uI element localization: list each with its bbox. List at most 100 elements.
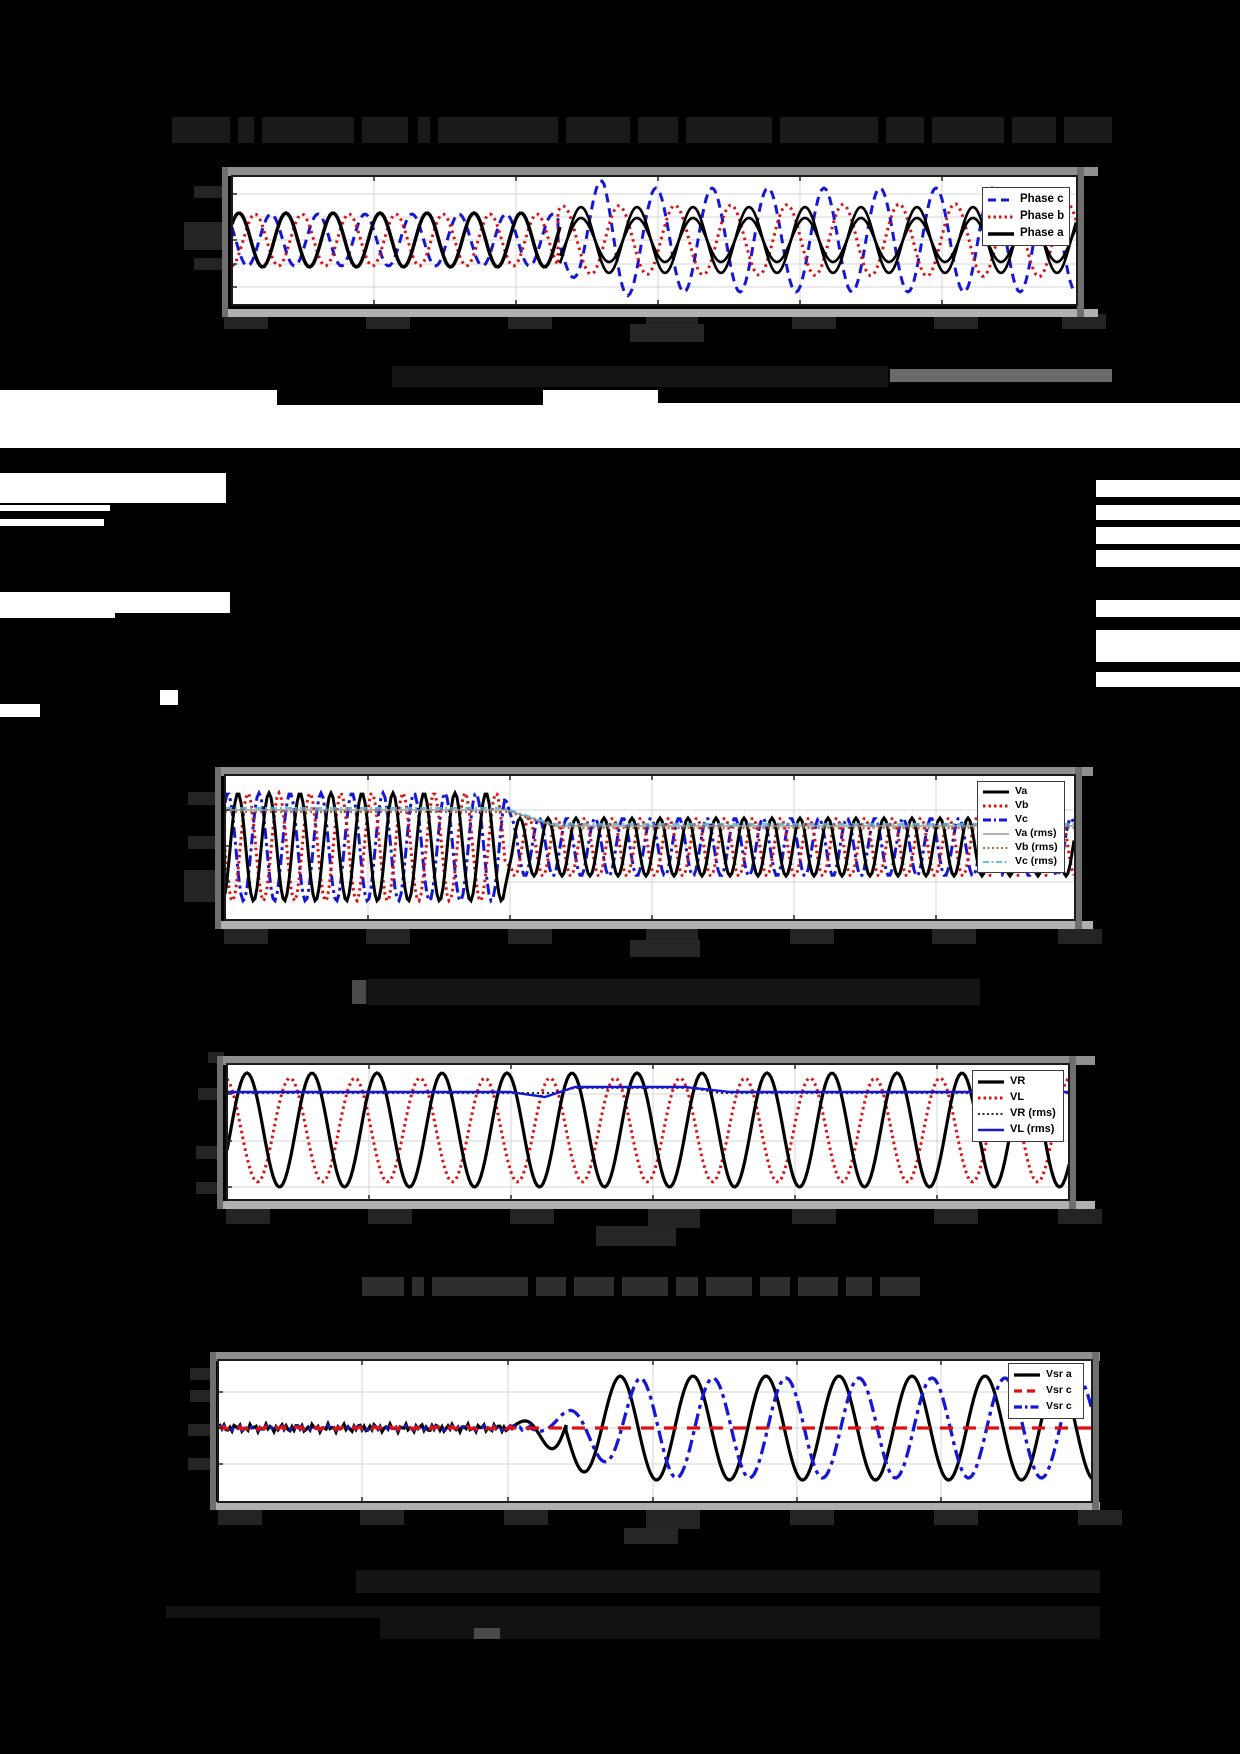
heading-text-ghost [362, 117, 408, 143]
ytick-label-ghost [190, 1390, 216, 1402]
heading-text-ghost [886, 117, 924, 143]
series-phase-c [232, 179, 1077, 298]
legend-chart-1: Phase c Phase b Phase a [982, 187, 1071, 246]
figure3-caption-ghost [760, 1277, 790, 1296]
white-line-gap [1096, 672, 1240, 687]
heading-text-ghost [1012, 117, 1056, 143]
figure3-caption-ghost [362, 1277, 404, 1296]
legend-line-swatch [983, 833, 1009, 835]
heading-text-ghost [932, 117, 1004, 143]
series-vr [227, 1071, 1069, 1189]
xaxis-label-ghost [630, 324, 704, 342]
white-line-gap [1096, 505, 1240, 520]
legend-label: Va (rms) [1015, 827, 1057, 840]
white-line-gap [0, 704, 40, 717]
legend-line-swatch [1014, 1373, 1040, 1377]
legend-label: Phase a [1020, 227, 1064, 240]
legend-label: Vb [1015, 799, 1029, 812]
legend-label: Vsr a [1046, 1368, 1072, 1381]
legend-line-swatch [983, 861, 1009, 863]
figure1-caption-ghost-gray [890, 369, 1112, 382]
legend-label: Vsr c [1046, 1384, 1072, 1397]
xtick-label-ghost [934, 314, 978, 329]
figure3-caption-ghost [880, 1277, 920, 1296]
xtick-label-ghost [224, 314, 268, 329]
series-phase-b [232, 201, 1077, 279]
waveform-figure-1 [222, 167, 1098, 317]
xtick-label-ghost [368, 1209, 412, 1224]
legend-label: Vc (rms) [1015, 855, 1058, 868]
legend-label: Phase c [1020, 193, 1064, 206]
series-vl [227, 1076, 1069, 1184]
legend-label: Phase b [1020, 210, 1065, 223]
xtick-label-ghost [360, 1510, 404, 1525]
xtick-label-ghost [646, 1510, 700, 1529]
figure2-caption-ghost [366, 979, 980, 1005]
white-line-gap [0, 505, 110, 511]
text-line-bar [658, 390, 1240, 403]
xtick-label-ghost [934, 1510, 978, 1525]
xtick-label-ghost [790, 1510, 834, 1525]
xtick-label-ghost [366, 314, 410, 329]
xtick-label-ghost [510, 1209, 554, 1224]
legend-item: Phase c [987, 191, 1064, 208]
white-line-gap [1096, 600, 1240, 617]
figure3-caption-ghost [676, 1277, 698, 1296]
series-vsr-c-blue [218, 1376, 1092, 1480]
series-phase-a [232, 211, 562, 269]
waveform-figure-4 [210, 1352, 1100, 1510]
heading-text-ghost [438, 117, 558, 143]
chart-canvas-4 [210, 1352, 1100, 1510]
legend-chart-4: Vsr a Vsr c Vsr c [1008, 1363, 1084, 1419]
white-line-gap [0, 613, 115, 618]
chart-canvas-1 [222, 167, 1098, 317]
legend-label: Vb (rms) [1015, 841, 1058, 854]
xtick-label-ghost [792, 314, 836, 329]
series-vb-rms [225, 811, 1074, 829]
xtick-label-ghost [1058, 929, 1102, 944]
figure2-caption-ghost-paren [352, 980, 366, 1004]
legend-item: VR [977, 1074, 1058, 1090]
ytick-label-ghost [188, 1458, 216, 1470]
legend-label: VR [1010, 1075, 1026, 1088]
legend-chart-3: VR VL VR (rms) VL (rms) [972, 1070, 1064, 1142]
legend-label: Vsr c [1046, 1400, 1072, 1413]
xtick-label-ghost [226, 1209, 270, 1224]
legend-item: VL (rms) [977, 1122, 1058, 1138]
heading-text-ghost [638, 117, 678, 143]
xtick-label-ghost [218, 1510, 262, 1525]
legend-line-swatch [978, 1128, 1004, 1132]
legend-line-swatch [978, 1080, 1004, 1084]
xtick-label-ghost [224, 929, 268, 944]
ytick-label-ghost [194, 258, 222, 270]
xtick-label-ghost [1078, 1510, 1122, 1525]
legend-line-swatch [983, 818, 1009, 822]
legend-item: Va [982, 785, 1059, 799]
chart-canvas-3 [217, 1056, 1095, 1209]
series-vsr-a [218, 1374, 1092, 1482]
footer-text-ghost [380, 1618, 1100, 1639]
xtick-label-ghost [508, 929, 552, 944]
legend-label: VR (rms) [1010, 1107, 1056, 1120]
ytick-label-ghost [188, 1424, 216, 1436]
series-vb [225, 789, 1075, 904]
heading-text-ghost [686, 117, 772, 143]
ytick-label-ghost [188, 836, 218, 849]
legend-chart-2: Va Vb Vc Va (rms) Vb (rms) Vc (rms) [977, 781, 1065, 873]
legend-line-swatch [983, 847, 1009, 849]
xtick-label-ghost [790, 929, 834, 944]
ytick-label-ghost [208, 1052, 224, 1063]
legend-item: Vc (rms) [982, 855, 1059, 869]
legend-line-swatch [988, 231, 1014, 236]
heading-text-ghost [418, 117, 430, 143]
legend-item: Phase a [987, 225, 1064, 242]
series-va-rms [225, 809, 1074, 827]
ytick-label-ghost [188, 792, 218, 805]
series-vsr-c-red [218, 1423, 1092, 1432]
legend-item: VR (rms) [977, 1106, 1058, 1122]
legend-label: VL (rms) [1010, 1123, 1055, 1136]
figure3-caption-ghost [412, 1277, 424, 1296]
series-vc-rms [225, 807, 1074, 825]
legend-item: VL [977, 1090, 1058, 1106]
